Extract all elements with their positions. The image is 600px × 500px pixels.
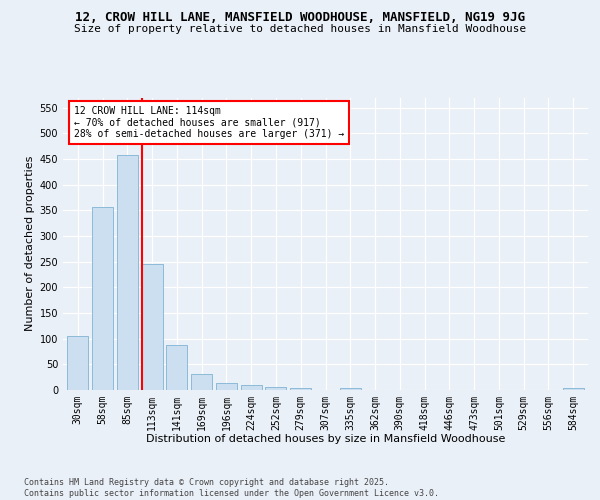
Y-axis label: Number of detached properties: Number of detached properties <box>25 156 35 332</box>
Bar <box>92 207 113 390</box>
Bar <box>265 387 286 390</box>
Bar <box>117 156 138 390</box>
Text: 12 CROW HILL LANE: 114sqm
← 70% of detached houses are smaller (917)
28% of semi: 12 CROW HILL LANE: 114sqm ← 70% of detac… <box>74 106 344 140</box>
Bar <box>166 345 187 390</box>
Bar <box>290 388 311 390</box>
Bar <box>216 384 237 390</box>
Text: Size of property relative to detached houses in Mansfield Woodhouse: Size of property relative to detached ho… <box>74 24 526 34</box>
Bar <box>142 264 163 390</box>
Text: 12, CROW HILL LANE, MANSFIELD WOODHOUSE, MANSFIELD, NG19 9JG: 12, CROW HILL LANE, MANSFIELD WOODHOUSE,… <box>75 11 525 24</box>
X-axis label: Distribution of detached houses by size in Mansfield Woodhouse: Distribution of detached houses by size … <box>146 434 505 444</box>
Bar <box>191 374 212 390</box>
Bar <box>67 336 88 390</box>
Text: Contains HM Land Registry data © Crown copyright and database right 2025.
Contai: Contains HM Land Registry data © Crown c… <box>24 478 439 498</box>
Bar <box>241 386 262 390</box>
Bar <box>563 388 584 390</box>
Bar <box>340 388 361 390</box>
